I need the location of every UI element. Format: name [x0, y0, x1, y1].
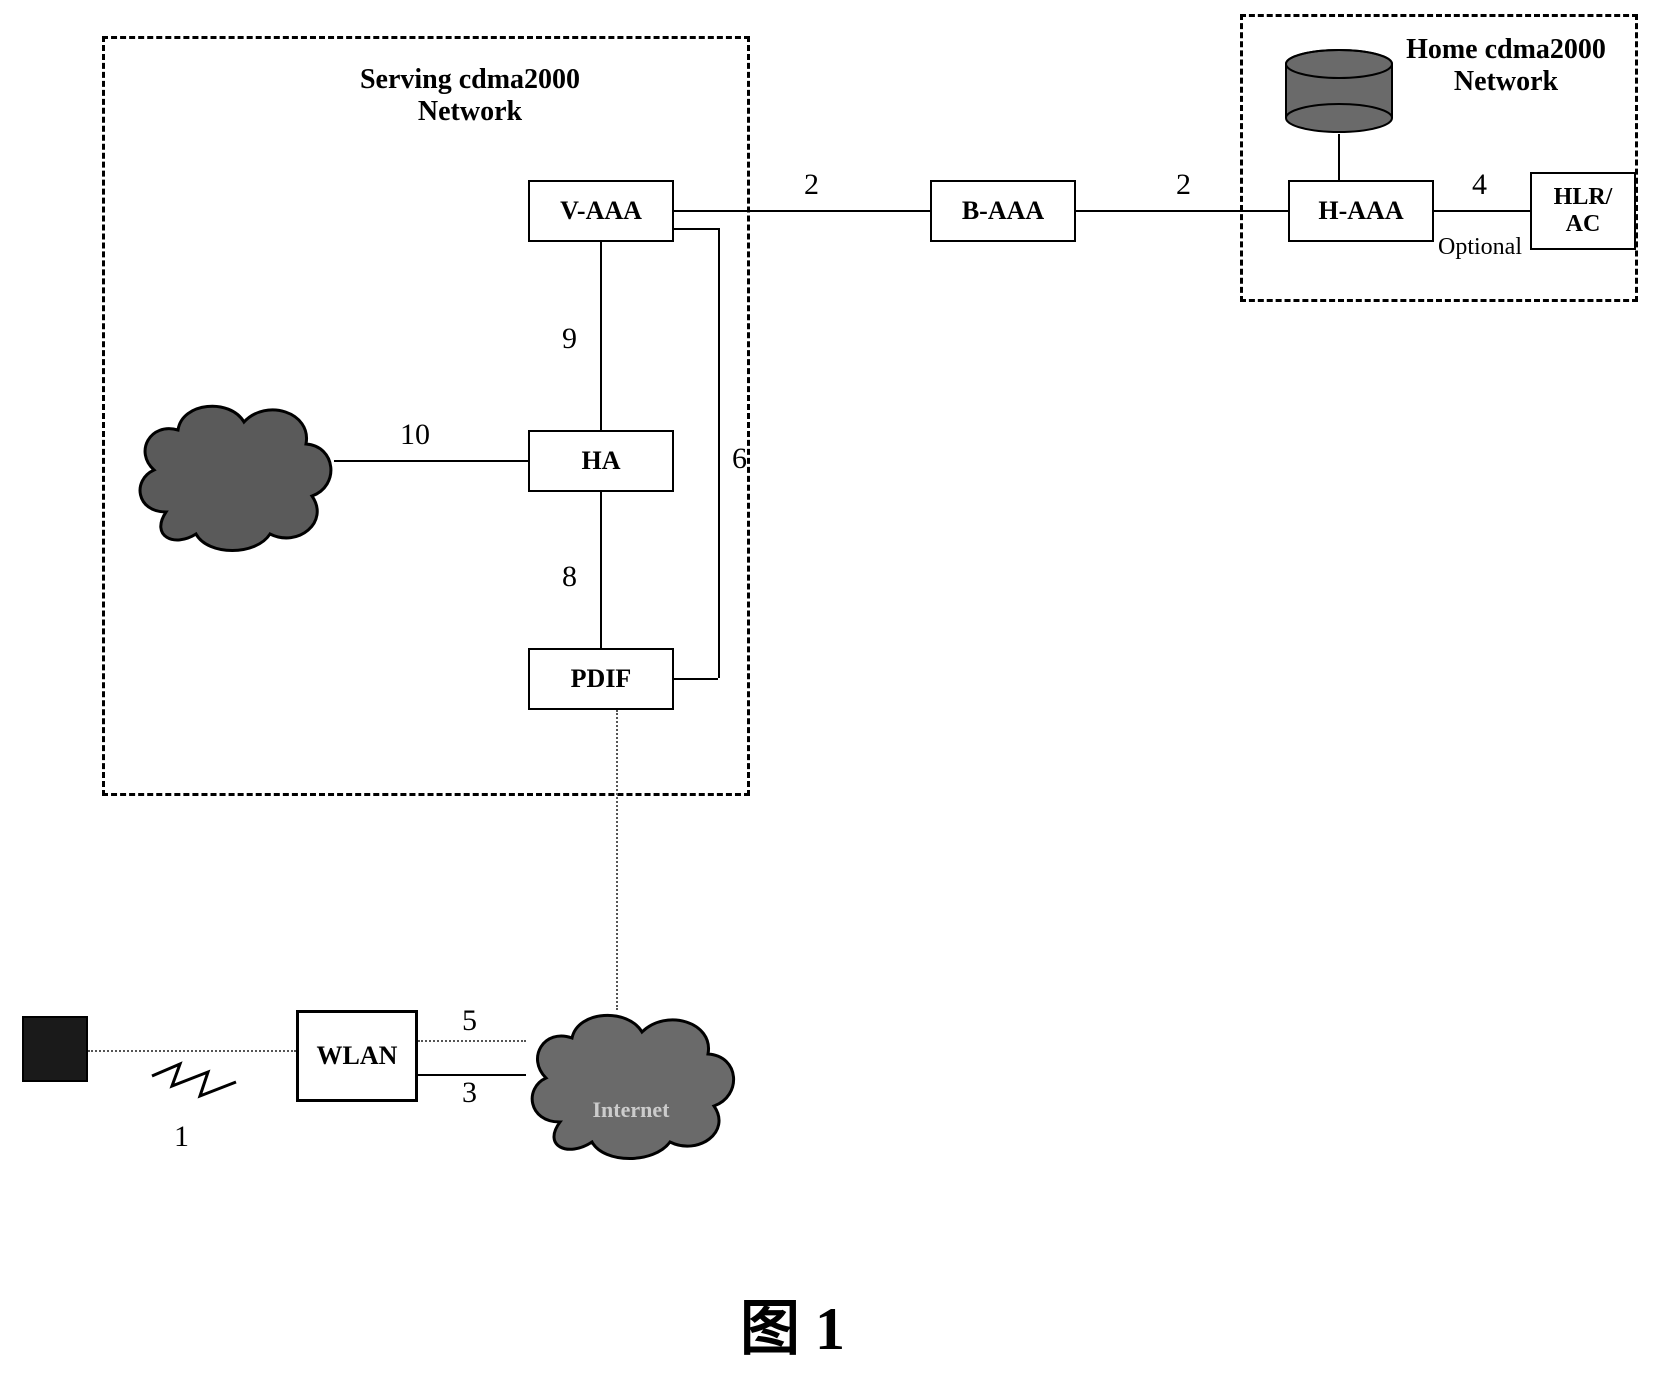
edge-label-optional: Optional	[1438, 234, 1522, 261]
region-home-title: Home cdma2000 Network	[1386, 34, 1626, 98]
edge-6-vertical	[718, 228, 720, 678]
edge-label-1: 1	[174, 1120, 189, 1154]
node-baaa: B-AAA	[930, 180, 1076, 242]
edge-cloud-ha	[334, 460, 528, 462]
edge-vaaa-right-stub	[674, 228, 718, 230]
edge-label-5: 5	[462, 1004, 477, 1038]
edge-vaaa-baaa	[674, 210, 930, 212]
cloud-packet	[126, 392, 342, 560]
edge-label-2a: 2	[804, 168, 819, 202]
edge-vaaa-ha	[600, 242, 602, 430]
edge-label-9: 9	[562, 322, 577, 356]
node-hlr: HLR/ AC	[1530, 172, 1636, 250]
node-vaaa: V-AAA	[528, 180, 674, 242]
edge-ms-wlan-dot	[88, 1050, 296, 1052]
mobile-device-icon	[22, 1016, 88, 1082]
cloud-internet: Internet	[516, 1000, 746, 1168]
edge-db-haaa	[1338, 134, 1340, 180]
edge-label-10: 10	[400, 418, 430, 452]
edge-pdif-right-stub	[674, 678, 718, 680]
node-pdif: PDIF	[528, 648, 674, 710]
wireless-zigzag-icon	[150, 1056, 240, 1116]
edge-label-4: 4	[1472, 168, 1487, 202]
edge-baaa-haaa	[1076, 210, 1288, 212]
figure-label: 图 1	[740, 1280, 845, 1367]
diagram-canvas: Serving cdma2000 Network Home cdma2000 N…	[0, 0, 1653, 1379]
edge-wlan-internet-5-dot	[418, 1040, 526, 1042]
cloud-internet-label: Internet	[516, 1000, 746, 1194]
edge-ha-pdif	[600, 492, 602, 648]
edge-label-2b: 2	[1176, 168, 1191, 202]
edge-haaa-hlr	[1434, 210, 1530, 212]
edge-label-6: 6	[732, 442, 747, 476]
edge-pdif-internet-dot	[616, 710, 618, 1010]
node-wlan: WLAN	[296, 1010, 418, 1102]
database-cylinder	[1284, 48, 1394, 134]
edge-label-3: 3	[462, 1076, 477, 1110]
node-haaa: H-AAA	[1288, 180, 1434, 242]
edge-label-8: 8	[562, 560, 577, 594]
node-ha: HA	[528, 430, 674, 492]
region-serving-title: Serving cdma2000 Network	[310, 64, 630, 128]
